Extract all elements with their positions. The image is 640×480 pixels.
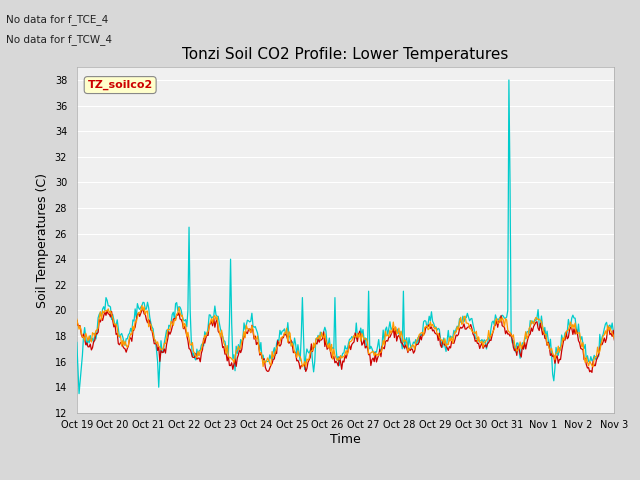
Y-axis label: Soil Temperatures (C): Soil Temperatures (C) [36, 172, 49, 308]
Text: No data for f_TCW_4: No data for f_TCW_4 [6, 34, 113, 45]
X-axis label: Time: Time [330, 433, 361, 446]
Text: TZ_soilco2: TZ_soilco2 [88, 80, 153, 90]
Legend: Open -8cm, Tree -8cm, Tree2 -8cm: Open -8cm, Tree -8cm, Tree2 -8cm [180, 477, 511, 480]
Title: Tonzi Soil CO2 Profile: Lower Temperatures: Tonzi Soil CO2 Profile: Lower Temperatur… [182, 47, 509, 62]
Text: No data for f_TCE_4: No data for f_TCE_4 [6, 14, 109, 25]
